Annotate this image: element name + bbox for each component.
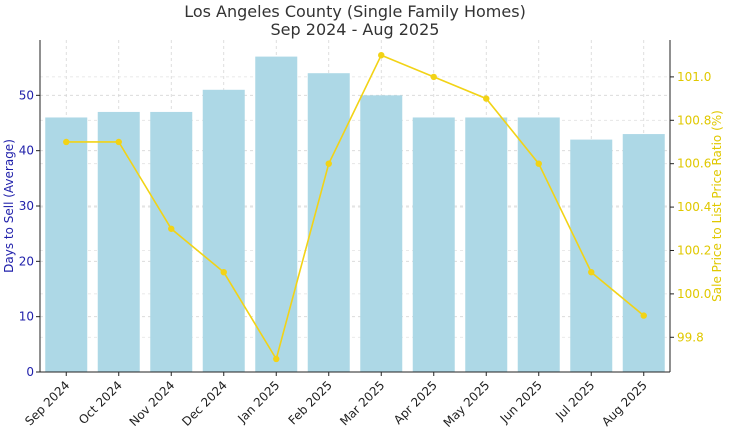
x-tick-label: Dec 2024	[179, 378, 230, 429]
line-point	[63, 138, 70, 146]
x-tick-label: Oct 2024	[76, 378, 125, 427]
line-point	[483, 95, 490, 102]
line-point	[325, 160, 332, 167]
bar	[150, 111, 193, 372]
y-tick-label: 40	[19, 144, 34, 158]
y-tick-label: 20	[19, 254, 34, 268]
bar	[307, 73, 350, 372]
line-point	[220, 268, 227, 276]
y2-tick-label: 100.4	[677, 200, 711, 214]
x-tick-labels: Sep 2024 Oct 2024 Nov 2024 Dec 2024 Jan 2025…	[22, 378, 650, 430]
x-tick-label: Jun 2025	[497, 378, 545, 426]
y-axis-label: Days to Sell (Average)	[2, 139, 16, 273]
chart-subtitle: Sep 2024 - Aug 2025	[271, 20, 440, 39]
y-left-tick-labels: 0 10 20 30 40 50	[19, 88, 34, 379]
series-line	[66, 54, 645, 361]
x-tick-label: Aug 2025	[599, 378, 650, 429]
x-tick-label: May 2025	[441, 378, 493, 430]
y2-tick-label: 99.8	[677, 330, 704, 344]
y2-axis-label: Sale Price to List Price Ratio (%)	[710, 110, 724, 302]
line-series	[63, 51, 647, 363]
y-tick-label: 30	[19, 199, 34, 213]
bar	[360, 95, 403, 372]
chart-title: Los Angeles County (Single Family Homes)	[184, 2, 526, 21]
bar	[97, 111, 140, 372]
x-tick-label: Apr 2025	[391, 378, 440, 427]
x-tick-label: Sep 2024	[22, 378, 72, 428]
y2-tick-label: 100.2	[677, 243, 711, 257]
y2-tick-label: 100.8	[677, 113, 711, 127]
x-tick-label: Feb 2025	[286, 378, 335, 427]
bar	[622, 134, 665, 372]
line-point	[535, 160, 542, 167]
line-point	[168, 225, 175, 232]
y-tick-label: 50	[19, 88, 34, 102]
line-point	[640, 312, 647, 319]
line-point	[588, 268, 595, 276]
x-tick-label: Nov 2024	[127, 378, 178, 429]
bar	[517, 117, 560, 372]
y2-tick-label: 101.0	[677, 70, 711, 84]
y-right-tick-labels: 99.8 100.0 100.2 100.4 100.6 100.8 101.0	[677, 70, 711, 344]
x-tick-label: Mar 2025	[337, 378, 387, 428]
bar	[255, 56, 298, 372]
y-tick-label: 10	[19, 310, 34, 324]
line-point	[115, 138, 122, 146]
bar	[45, 117, 88, 372]
bar	[202, 89, 245, 373]
line-point	[273, 355, 280, 363]
bar	[412, 117, 455, 372]
y2-tick-label: 100.0	[677, 287, 711, 301]
x-tick-label: Jul 2025	[552, 378, 597, 423]
bar	[465, 117, 508, 372]
axes	[36, 40, 674, 376]
y2-tick-label: 100.6	[677, 157, 711, 171]
y-tick-label: 0	[26, 365, 34, 379]
line-point	[430, 73, 437, 81]
line-point	[378, 51, 385, 59]
bar	[570, 139, 613, 372]
x-tick-label: Jan 2025	[234, 378, 282, 426]
bar-series	[45, 56, 665, 373]
